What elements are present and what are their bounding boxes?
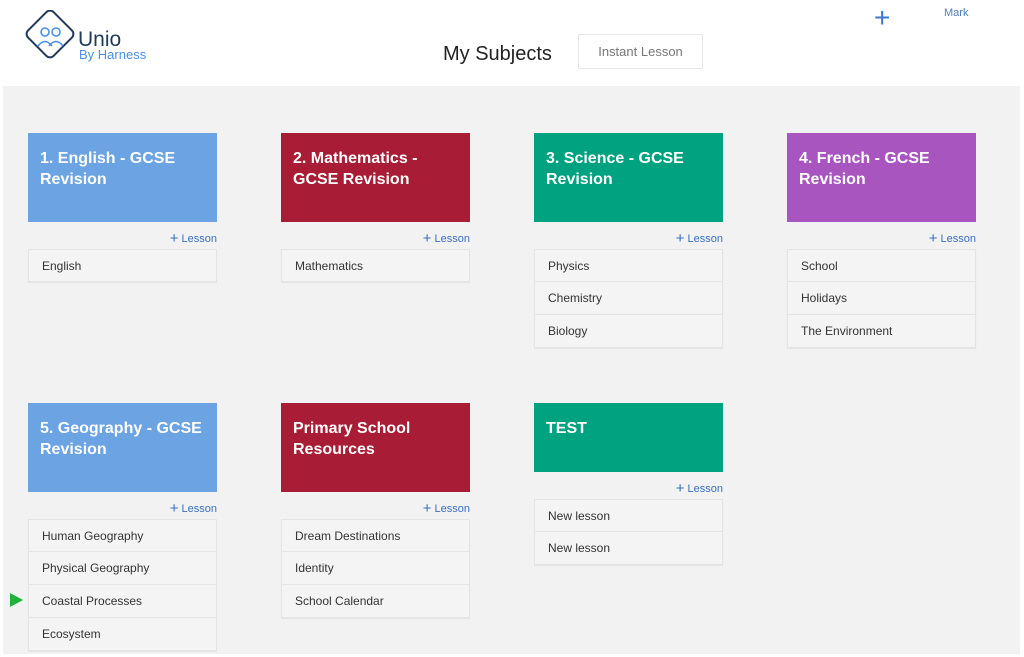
lesson-item[interactable]: Coastal Processes <box>28 585 217 618</box>
lesson-item[interactable]: Chemistry <box>534 282 723 315</box>
subject-6: Primary School Resources + Lesson Dream De… <box>281 403 470 618</box>
lesson-item[interactable]: Dream Destinations <box>281 519 470 552</box>
add-lesson-label: Lesson <box>181 503 217 515</box>
subject-card[interactable]: 3. Science - GCSE Revision <box>534 133 723 222</box>
subject-card[interactable]: Primary School Resources <box>281 403 470 492</box>
subject-3: 3. Science - GCSE Revision + Lesson Physic… <box>534 133 723 348</box>
add-lesson-label: Lesson <box>687 233 723 245</box>
add-lesson-button[interactable]: + Lesson <box>787 222 976 249</box>
plus-icon: + <box>422 500 432 517</box>
unio-logo[interactable] <box>24 10 164 66</box>
lesson-item[interactable]: Physics <box>534 249 723 282</box>
add-lesson-button[interactable]: + Lesson <box>281 492 470 519</box>
subject-card[interactable]: 2. Mathematics - GCSE Revision <box>281 133 470 222</box>
plus-icon: + <box>169 500 179 517</box>
lesson-item[interactable]: New lesson <box>534 532 723 565</box>
add-lesson-button[interactable]: + Lesson <box>28 222 217 249</box>
play-icon <box>10 593 23 607</box>
plus-icon: + <box>169 230 179 247</box>
lesson-item[interactable]: School <box>787 249 976 282</box>
lesson-item[interactable]: Physical Geography <box>28 552 217 585</box>
add-lesson-label: Lesson <box>940 233 976 245</box>
add-lesson-button[interactable]: + Lesson <box>534 222 723 249</box>
lesson-item[interactable]: School Calendar <box>281 585 470 618</box>
lesson-item[interactable]: Human Geography <box>28 519 217 552</box>
plus-icon: + <box>675 480 685 497</box>
add-lesson-label: Lesson <box>434 233 470 245</box>
user-menu[interactable]: Mark <box>944 7 969 19</box>
lesson-item[interactable]: Ecosystem <box>28 618 217 651</box>
add-lesson-button[interactable]: + Lesson <box>28 492 217 519</box>
instant-lesson-button[interactable]: Instant Lesson <box>578 34 703 69</box>
subject-card[interactable]: 4. French - GCSE Revision <box>787 133 976 222</box>
plus-icon: + <box>422 230 432 247</box>
plus-icon: + <box>675 230 685 247</box>
add-lesson-button[interactable]: + Lesson <box>534 472 723 499</box>
subject-card[interactable]: 1. English - GCSE Revision <box>28 133 217 222</box>
add-lesson-button[interactable]: + Lesson <box>281 222 470 249</box>
subject-1: 1. English - GCSE Revision + Lesson Englis… <box>28 133 217 282</box>
subject-card[interactable]: TEST <box>534 403 723 472</box>
subject-2: 2. Mathematics - GCSE Revision + Lesson Ma… <box>281 133 470 282</box>
page-title: My Subjects <box>443 43 552 65</box>
lesson-item[interactable]: English <box>28 249 217 282</box>
logo-title: Unio <box>78 28 122 51</box>
plus-icon[interactable]: + <box>874 2 891 33</box>
lesson-item[interactable]: Mathematics <box>281 249 470 282</box>
lesson-item[interactable]: The Environment <box>787 315 976 348</box>
subject-card[interactable]: 5. Geography - GCSE Revision <box>28 403 217 492</box>
logo-subtitle: By Harness <box>79 47 147 62</box>
add-lesson-label: Lesson <box>434 503 470 515</box>
add-lesson-label: Lesson <box>181 233 217 245</box>
plus-icon: + <box>928 230 938 247</box>
lesson-item[interactable]: New lesson <box>534 499 723 532</box>
lesson-item[interactable]: Holidays <box>787 282 976 315</box>
add-lesson-label: Lesson <box>687 483 723 495</box>
header: Unio By Harness My Subjects Instant Less… <box>0 0 1024 86</box>
subject-7: TEST + Lesson New lesson New lesson <box>534 403 723 565</box>
subject-4: 4. French - GCSE Revision + Lesson School H… <box>787 133 976 348</box>
lesson-item[interactable]: Identity <box>281 552 470 585</box>
lesson-item[interactable]: Biology <box>534 315 723 348</box>
subject-5: 5. Geography - GCSE Revision + Lesson Huma… <box>28 403 217 651</box>
